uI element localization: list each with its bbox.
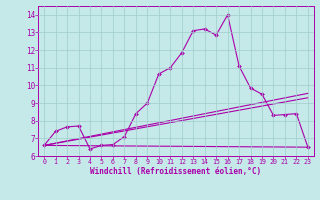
X-axis label: Windchill (Refroidissement éolien,°C): Windchill (Refroidissement éolien,°C) [91, 167, 261, 176]
